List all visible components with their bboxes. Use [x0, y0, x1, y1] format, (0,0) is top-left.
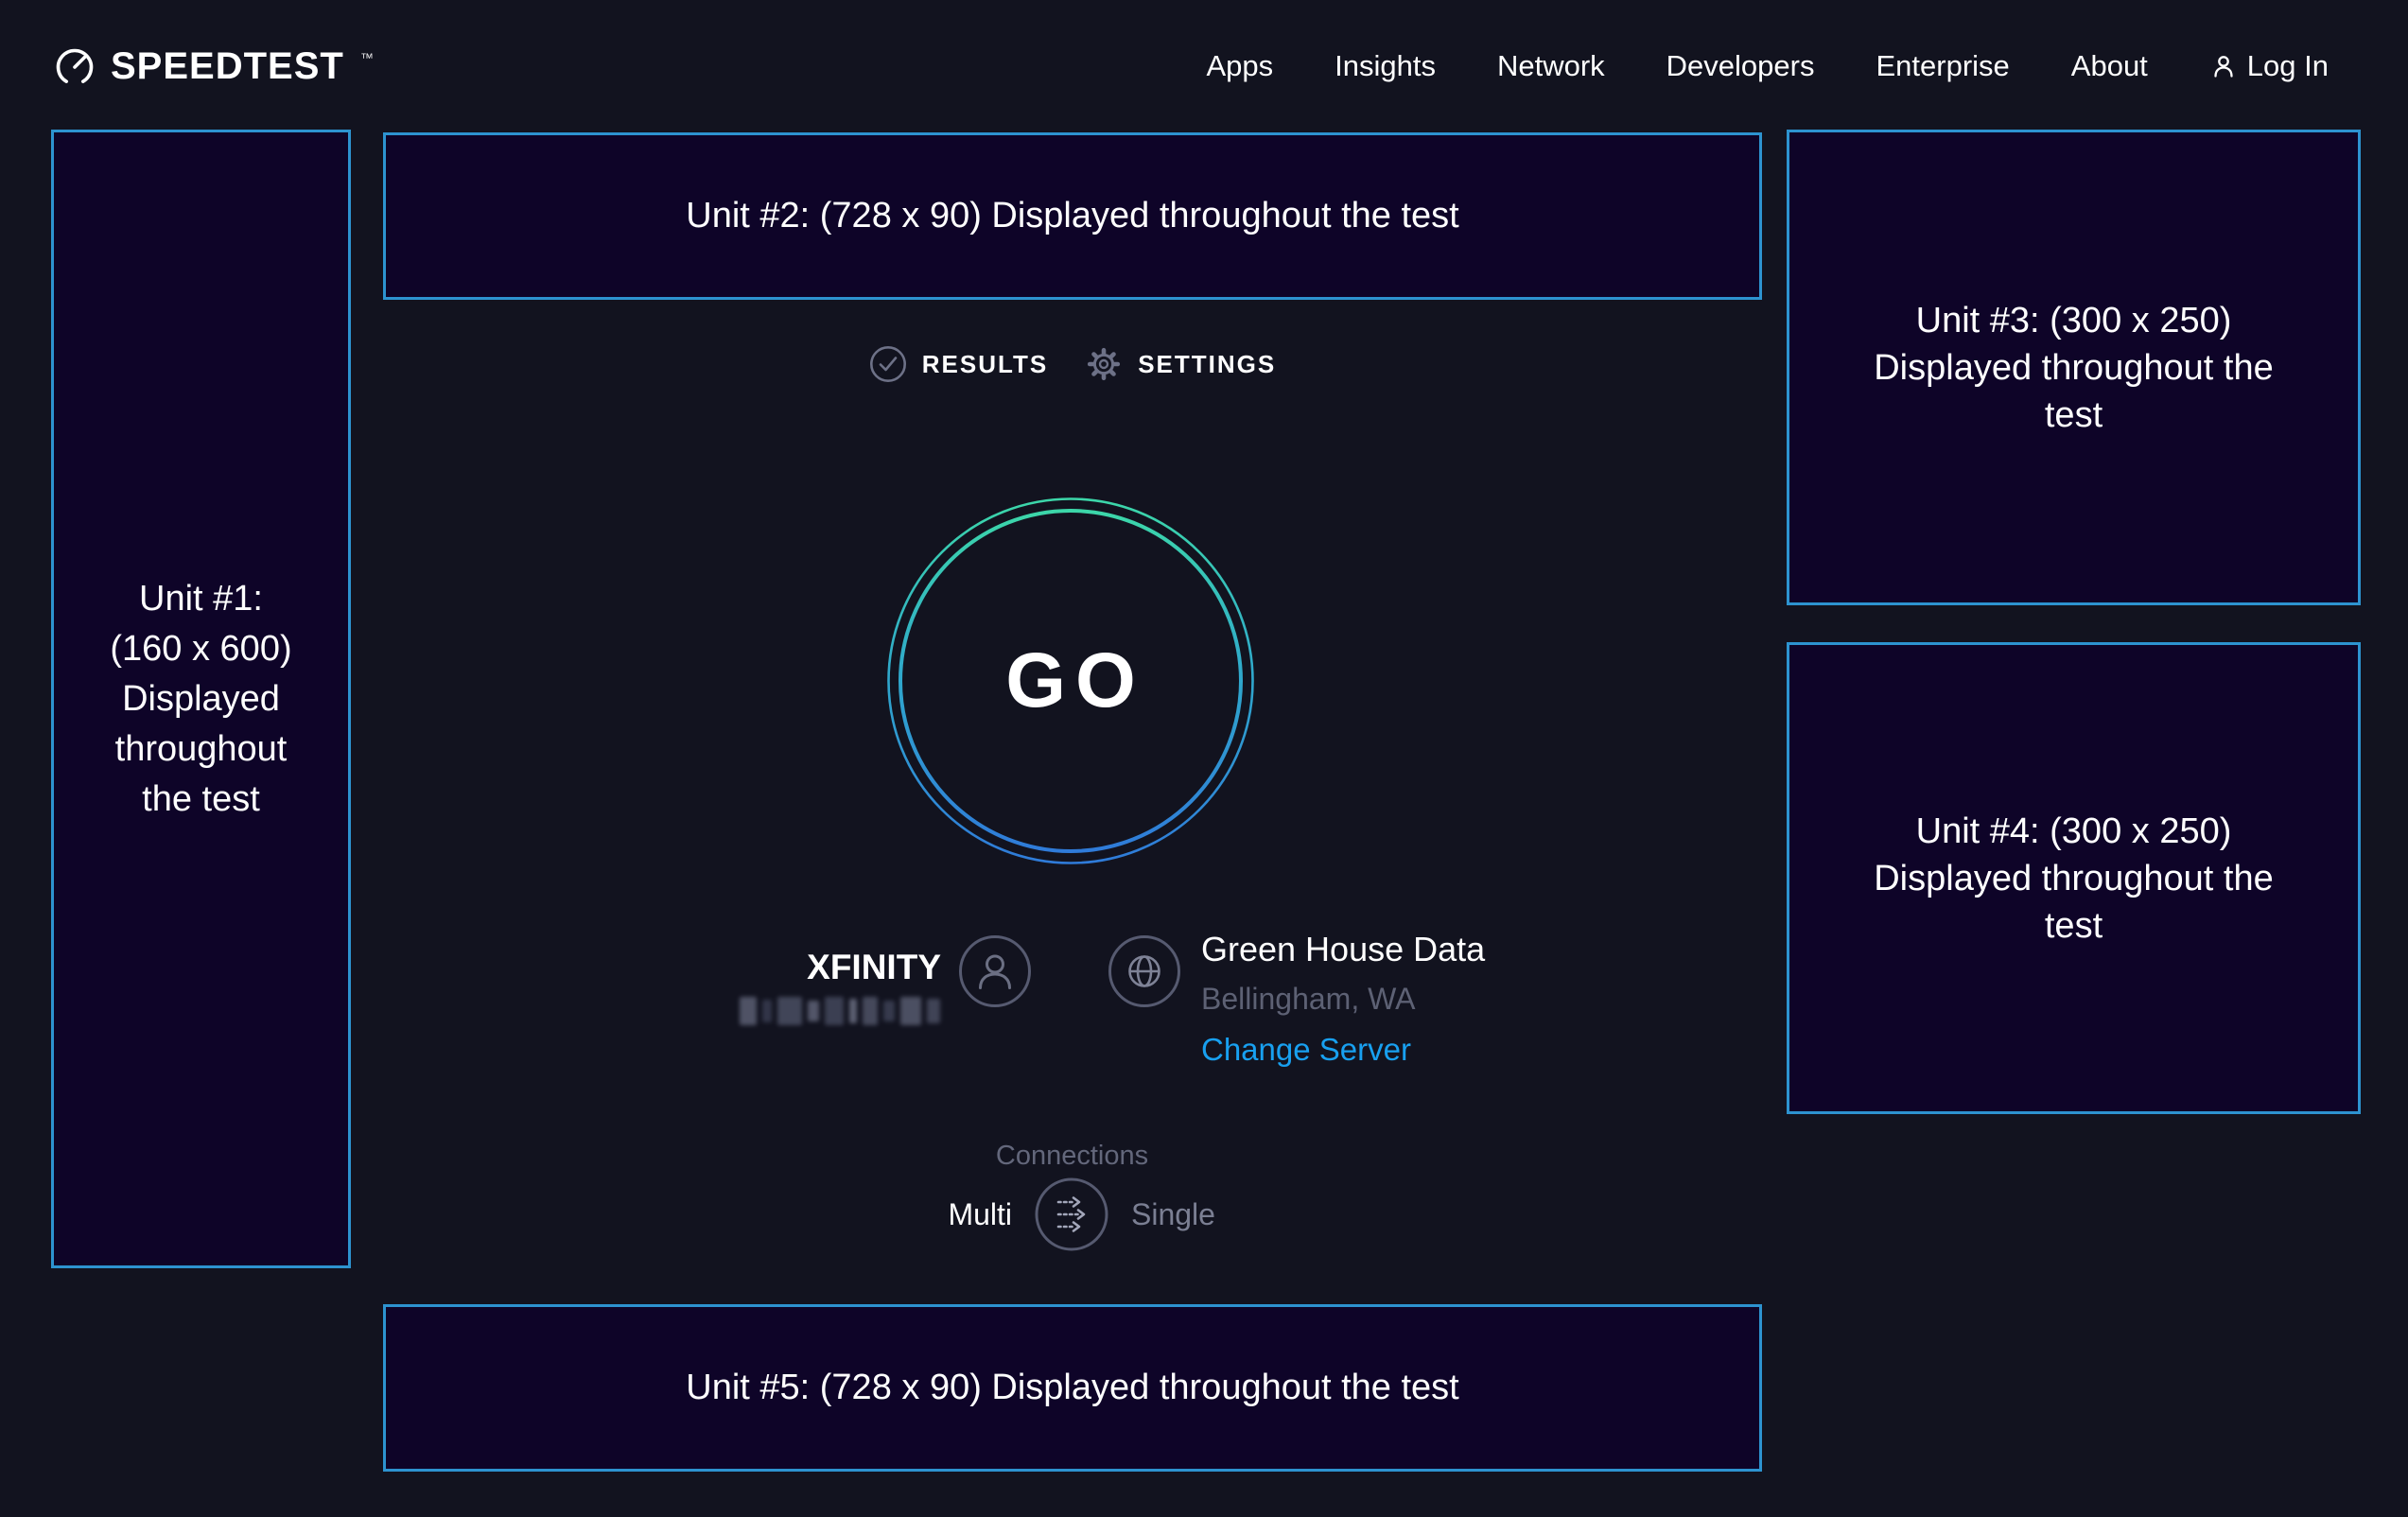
ad-unit-5-text: Unit #5: (728 x 90) Displayed throughout… [686, 1368, 1459, 1407]
isp-user-icon [959, 935, 1031, 1007]
go-button-rings [887, 497, 1254, 864]
top-nav-bar: SPEEDTEST ™ Apps Insights Network Develo… [0, 0, 2408, 132]
results-settings-tabs: RESULTS SETTINGS [384, 344, 1760, 384]
isp-ip-redacted [740, 995, 943, 1027]
connections-label: Connections [995, 1141, 1149, 1171]
ad-unit-1-text: Unit #1: (160 x 600) Displayed throughou… [110, 578, 292, 819]
logo-trademark: ™ [359, 50, 374, 65]
ad-unit-2-text: Unit #2: (728 x 90) Displayed throughout… [686, 196, 1459, 235]
main-nav: Apps Insights Network Developers Enterpr… [1206, 49, 2329, 83]
ad-unit-4-text: Unit #4: (300 x 250) Displayed throughou… [1874, 811, 2274, 946]
speedtest-gauge-icon [56, 48, 94, 83]
user-icon [2214, 56, 2233, 78]
ad-unit-1-skyscraper: Unit #1: (160 x 600) Displayed throughou… [51, 130, 351, 1268]
server-info: Green House Data Bellingham, WA Change S… [1201, 930, 1486, 1067]
tab-results-label: RESULTS [921, 349, 1049, 378]
speedtest-logo[interactable]: SPEEDTEST ™ [53, 44, 374, 88]
nav-network[interactable]: Network [1496, 49, 1605, 82]
tab-settings-label: SETTINGS [1138, 349, 1277, 378]
go-button-label: GO [1005, 637, 1145, 724]
ad-unit-5-leaderboard: Unit #5: (728 x 90) Displayed throughout… [383, 1304, 1762, 1472]
isp-name: XFINITY [807, 948, 941, 986]
ad-unit-4-rectangle: Unit #4: (300 x 250) Displayed throughou… [1787, 642, 2361, 1114]
ad-unit-3-text: Unit #3: (300 x 250) Displayed throughou… [1874, 300, 2274, 435]
server-location: Bellingham, WA [1201, 982, 1416, 1016]
tab-settings[interactable]: SETTINGS [1084, 344, 1276, 384]
server-globe-icon [1108, 935, 1180, 1007]
logo-wordmark: SPEEDTEST [111, 45, 344, 87]
server-name: Green House Data [1201, 930, 1486, 968]
ad-unit-2-leaderboard: Unit #2: (728 x 90) Displayed throughout… [383, 132, 1762, 300]
login-label: Log In [2246, 49, 2329, 82]
ad-unit-3-rectangle: Unit #3: (300 x 250) Displayed throughou… [1787, 130, 2361, 605]
nav-insights[interactable]: Insights [1335, 49, 1436, 82]
tab-results[interactable]: RESULTS [868, 344, 1048, 384]
connections-single-option[interactable]: Single [1131, 1197, 1215, 1231]
connections-multi-option[interactable]: Multi [948, 1197, 1012, 1231]
gear-icon [1088, 347, 1121, 381]
nav-apps[interactable]: Apps [1206, 49, 1274, 82]
check-circle-icon [869, 345, 906, 383]
connections-toggle-icon[interactable] [1034, 1177, 1109, 1252]
change-server-link[interactable]: Change Server [1201, 1032, 1411, 1067]
nav-developers[interactable]: Developers [1666, 49, 1815, 82]
nav-enterprise[interactable]: Enterprise [1876, 49, 2010, 82]
go-button[interactable]: GO [886, 497, 1255, 865]
nav-login[interactable]: Log In [2209, 49, 2329, 83]
nav-about[interactable]: About [2070, 49, 2148, 82]
